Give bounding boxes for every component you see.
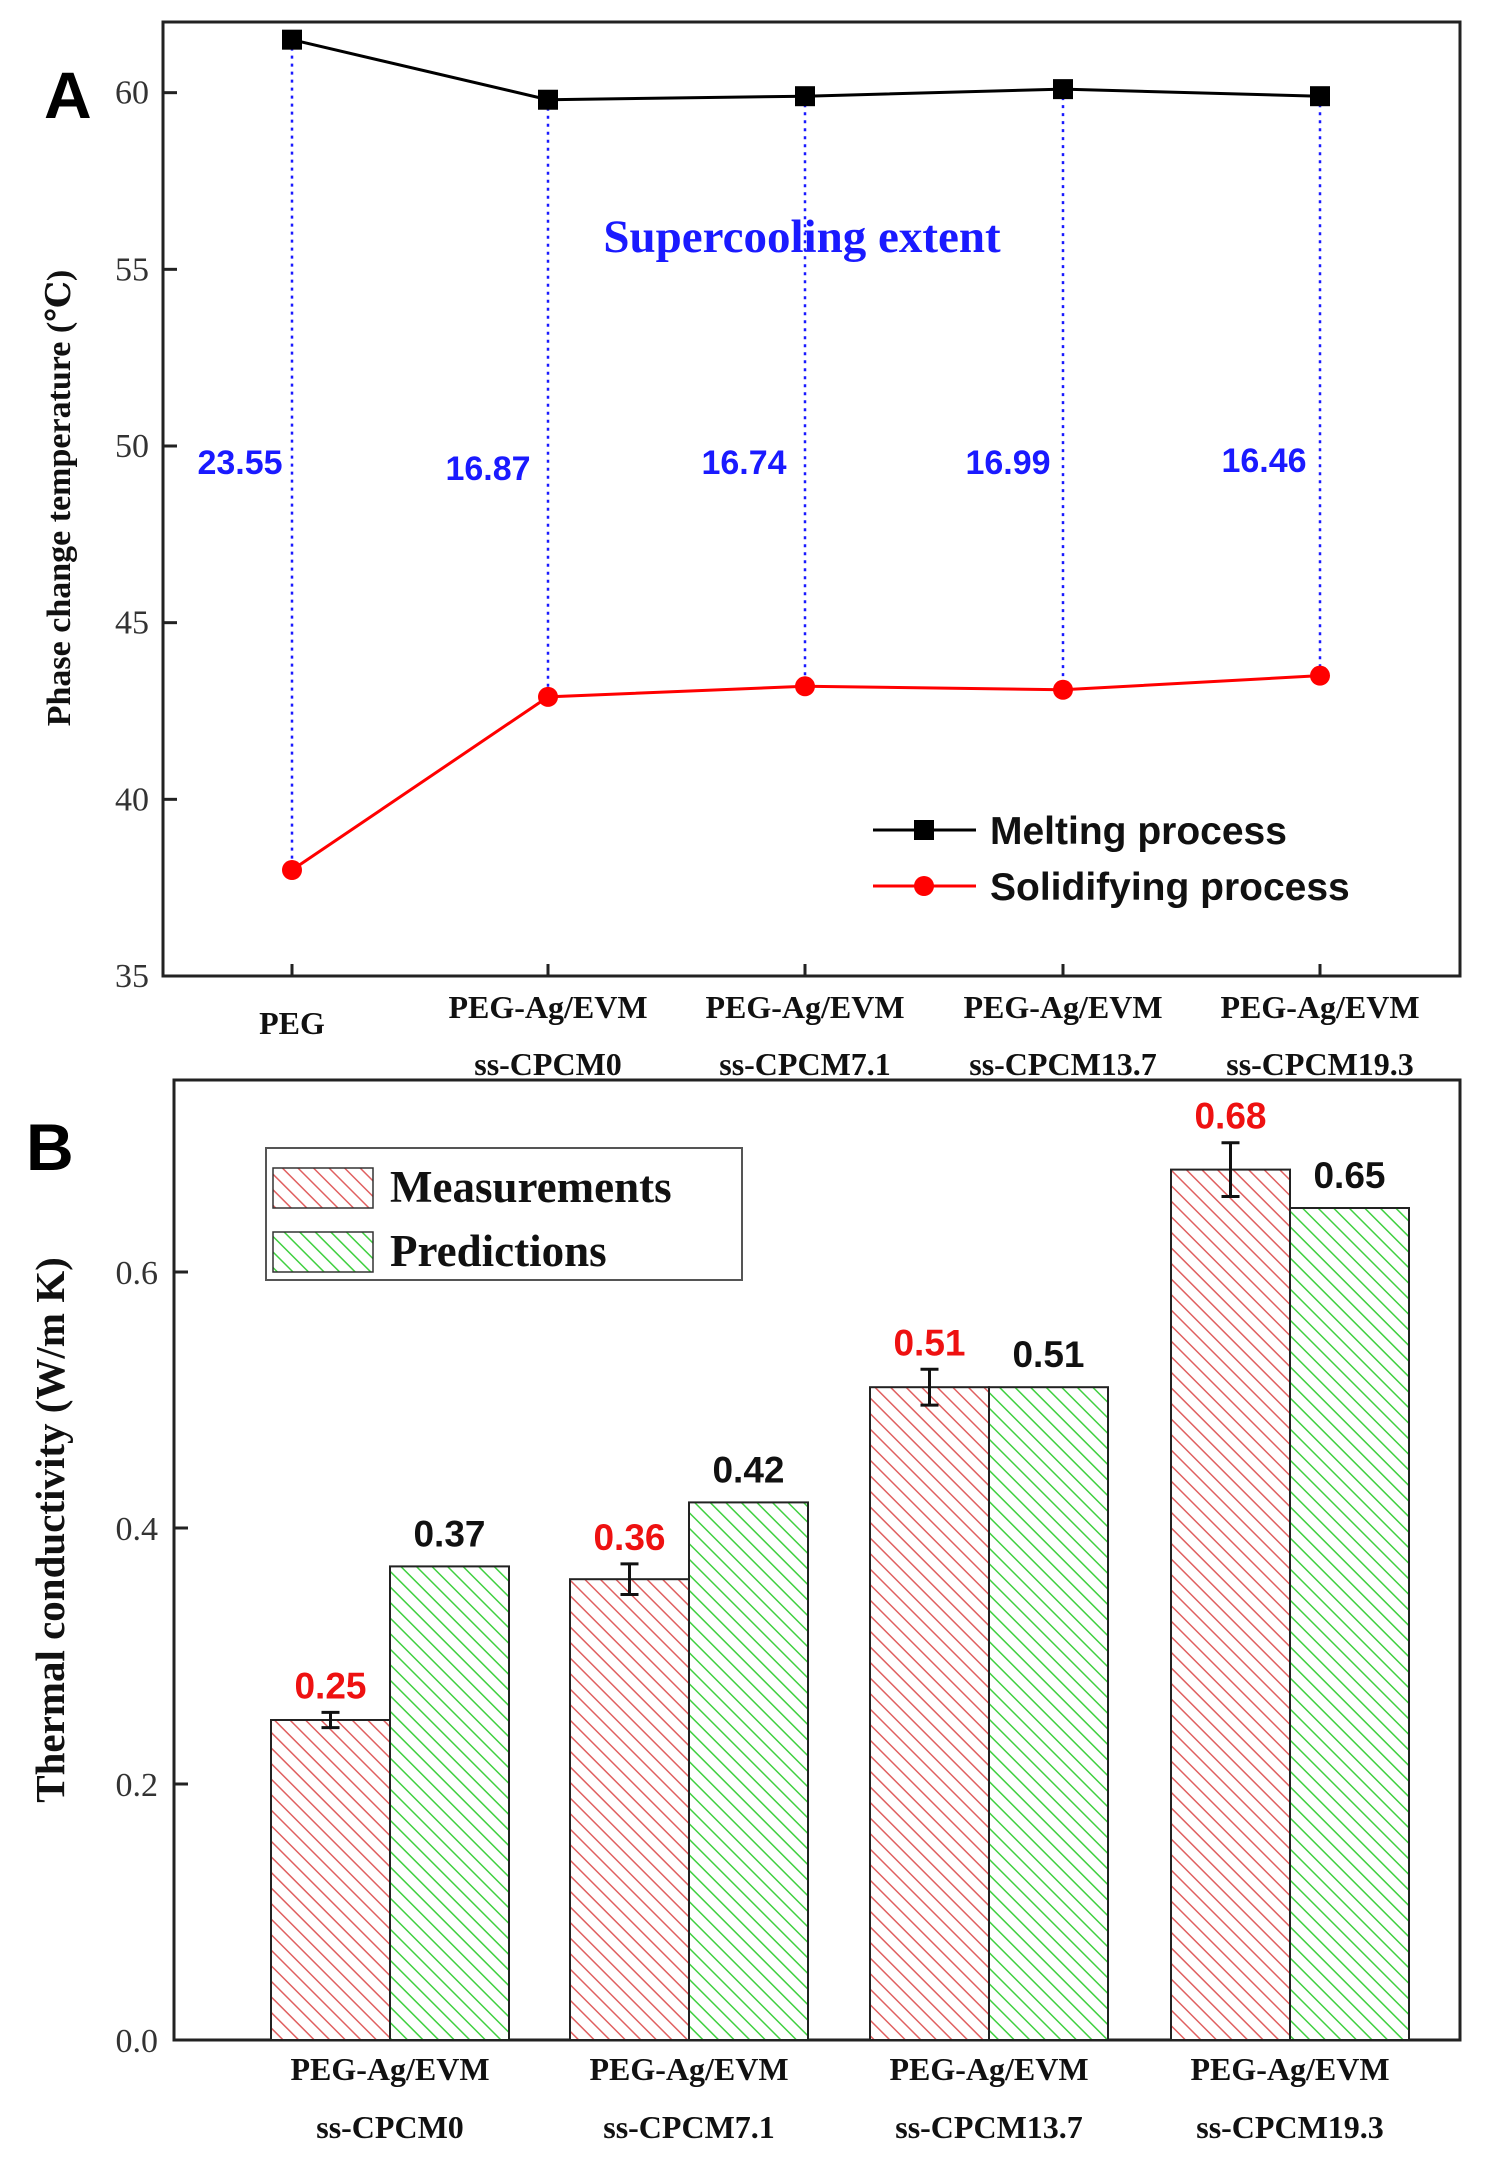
x-category-label: PEG-Ag/EVM <box>1190 2051 1389 2087</box>
y-tick-label: 0.0 <box>116 2023 159 2060</box>
panel-b-letter: B <box>26 1110 74 1184</box>
prediction-value-label: 0.65 <box>1313 1155 1385 1196</box>
solidifying-point <box>1310 665 1330 686</box>
prediction-bar <box>389 1565 510 2042</box>
prediction-bar <box>988 1386 1109 2041</box>
x-category-sublabel: ss-CPCM0 <box>316 2109 464 2145</box>
supercooling-value: 16.74 <box>701 444 786 482</box>
panel-a-supercooling-lines <box>290 39 1322 870</box>
y-tick-label: 0.4 <box>116 1511 159 1548</box>
prediction-bar <box>1289 1207 1410 2041</box>
melting-point <box>1310 86 1330 107</box>
legend-swatch-predictions <box>272 1231 374 1273</box>
x-category-sublabel: ss-CPCM0 <box>474 1046 622 1082</box>
x-category-label: PEG-Ag/EVM <box>1220 989 1419 1025</box>
melting-point <box>282 29 302 50</box>
measurement-bar <box>270 1719 391 2041</box>
y-tick-label: 60 <box>115 75 149 112</box>
y-tick-label: 0.6 <box>116 1255 159 1292</box>
x-category-label: PEG-Ag/EVM <box>290 2051 489 2087</box>
panel-b-bar-labels: 0.25 0.36 0.51 0.68 0.37 0.42 0.51 0.65 <box>294 1096 1385 1707</box>
prediction-value-label: 0.42 <box>712 1449 784 1490</box>
panel-b-y-axis: 0.0 0.2 0.4 0.6 <box>116 1255 188 2060</box>
measurement-value-label: 0.25 <box>294 1665 366 1706</box>
measurement-value-label: 0.36 <box>593 1517 665 1558</box>
panel-a-annotation-title: Supercooling extent <box>603 211 1001 263</box>
panel-b-bars <box>270 1141 1410 2042</box>
x-category-label: PEG-Ag/EVM <box>705 989 904 1025</box>
panel-a-legend: Melting process Solidifying process <box>873 810 1350 909</box>
legend-marker-circle <box>914 876 934 896</box>
panel-b-y-axis-label: Thermal conductivity (W/m K) <box>27 1257 73 1802</box>
prediction-value-label: 0.51 <box>1012 1334 1084 1375</box>
panel-a-y-axis-label: Phase change temperature (℃) <box>41 270 78 727</box>
measurement-bar <box>869 1386 990 2041</box>
prediction-value-label: 0.37 <box>413 1513 485 1554</box>
measurement-bar <box>1170 1168 1291 2041</box>
panel-b-plot-frame <box>172 1078 1462 2042</box>
panel-a-plot-frame <box>161 20 1462 978</box>
panel-a-y-axis: 35 40 45 50 55 60 <box>115 75 177 995</box>
x-category-label: PEG-Ag/EVM <box>889 2051 1088 2087</box>
y-tick-label: 0.2 <box>116 1767 159 1804</box>
solidifying-point <box>282 860 302 880</box>
supercooling-value: 16.87 <box>445 450 530 488</box>
y-tick-label: 50 <box>115 428 149 465</box>
x-category-sublabel: ss-CPCM13.7 <box>895 2109 1083 2145</box>
solidifying-point <box>1053 679 1073 700</box>
legend-label: Predictions <box>390 1226 607 1276</box>
x-category-sublabel: ss-CPCM19.3 <box>1196 2109 1384 2145</box>
panel-a-letter: A <box>44 58 92 132</box>
melting-point <box>1053 79 1073 100</box>
x-category-sublabel: ss-CPCM19.3 <box>1226 1046 1414 1082</box>
prediction-bar <box>688 1501 809 2041</box>
x-category-label: PEG-Ag/EVM <box>448 989 647 1025</box>
supercooling-value: 16.99 <box>965 444 1050 482</box>
legend-marker-square <box>914 820 934 840</box>
y-tick-label: 55 <box>115 251 149 288</box>
y-tick-label: 40 <box>115 781 149 818</box>
y-tick-label: 45 <box>115 605 149 642</box>
panel-a-supercooling-values: 23.55 16.87 16.74 16.99 16.46 <box>197 442 1306 488</box>
x-category-sublabel: ss-CPCM7.1 <box>603 2109 775 2145</box>
y-tick-label: 35 <box>115 958 149 995</box>
legend-label: Solidifying process <box>990 866 1350 909</box>
x-category-label: PEG-Ag/EVM <box>589 2051 788 2087</box>
x-category-sublabel: ss-CPCM13.7 <box>969 1046 1157 1082</box>
panel-b-x-axis: PEG-Ag/EVM ss-CPCM0 PEG-Ag/EVM ss-CPCM7.1 PE… <box>290 2051 1389 2145</box>
panel-b-bar-chart: B Thermal conductivity (W/m K) 0.0 0.2 0.4… <box>26 1078 1462 2145</box>
supercooling-value: 16.46 <box>1221 442 1306 480</box>
panel-a-series <box>282 29 1330 880</box>
melting-point <box>795 86 815 107</box>
measurement-value-label: 0.51 <box>893 1322 965 1363</box>
supercooling-value: 23.55 <box>197 444 282 482</box>
panel-a-line-chart: A Phase change temperature (℃) Supercool… <box>41 20 1462 1082</box>
measurement-value-label: 0.68 <box>1194 1096 1266 1137</box>
legend-label: Measurements <box>390 1162 672 1212</box>
x-category-label: PEG-Ag/EVM <box>963 989 1162 1025</box>
panel-b-legend: Measurements Predictions <box>265 1147 743 1281</box>
x-category-label: PEG <box>259 1005 325 1041</box>
solidifying-point <box>795 676 815 697</box>
legend-label: Melting process <box>990 810 1287 853</box>
measurement-bar <box>569 1578 690 2041</box>
x-category-sublabel: ss-CPCM7.1 <box>719 1046 891 1082</box>
melting-point <box>538 89 558 110</box>
panel-a-x-axis: PEG PEG-Ag/EVM ss-CPCM0 PEG-Ag/EVM ss-CPCM7.… <box>259 964 1420 1082</box>
solidifying-point <box>538 686 558 707</box>
legend-swatch-measurements <box>272 1167 374 1209</box>
